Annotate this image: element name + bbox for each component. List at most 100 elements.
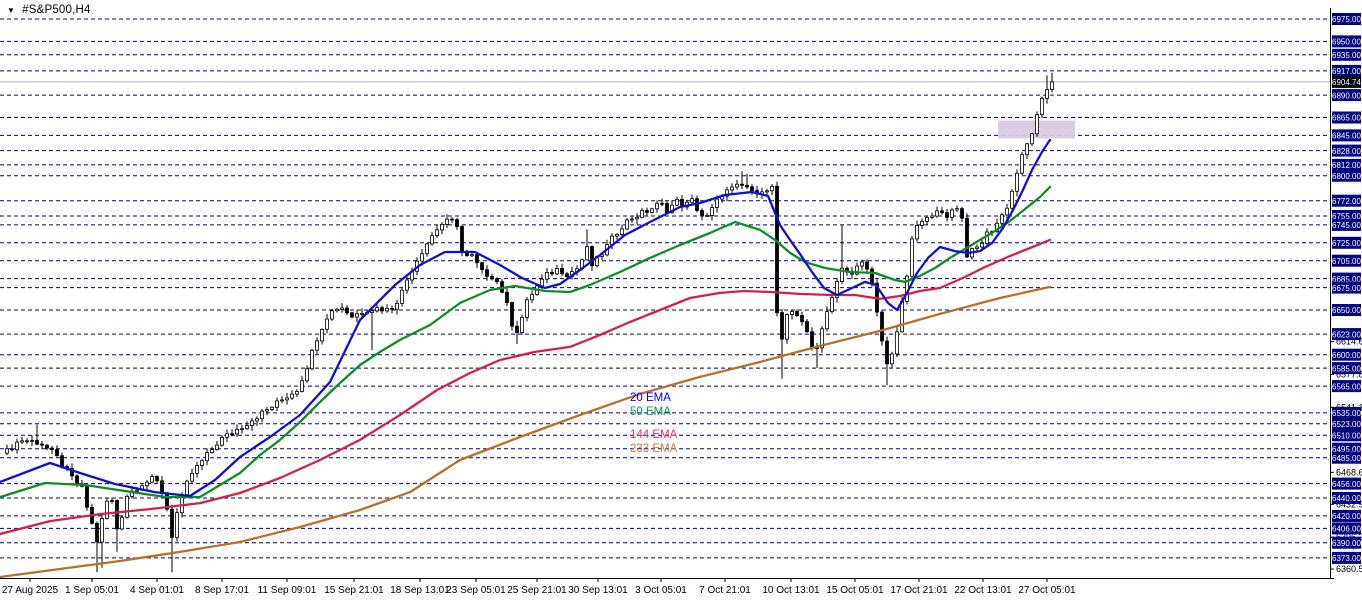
candle <box>675 198 679 206</box>
candle <box>1035 114 1039 135</box>
time-axis-label: 30 Sep 13:01 <box>568 585 628 596</box>
price-badge <box>1332 236 1361 249</box>
candle <box>430 235 434 245</box>
candle <box>750 186 754 191</box>
candle <box>690 198 694 203</box>
candle <box>455 219 459 228</box>
price-badge <box>1332 281 1361 294</box>
candle <box>460 226 464 252</box>
candle <box>910 238 914 277</box>
candle <box>710 207 714 216</box>
candle <box>50 447 54 451</box>
candle <box>965 217 969 258</box>
candle <box>895 331 899 355</box>
candle <box>55 449 59 457</box>
candle <box>230 433 234 436</box>
candle <box>225 433 229 438</box>
candle <box>865 261 869 270</box>
candle <box>1005 207 1009 216</box>
candle <box>425 243 429 255</box>
ema-50-line <box>0 185 1052 499</box>
candle <box>740 183 744 186</box>
candle <box>265 409 269 412</box>
candle <box>805 321 809 333</box>
candle <box>195 465 199 474</box>
candle <box>350 312 354 318</box>
candle <box>145 481 149 487</box>
candle <box>380 307 384 312</box>
time-axis-label: 27 Oct 05:01 <box>1018 585 1076 596</box>
time-axis-label: 4 Sep 01:01 <box>130 585 184 596</box>
price-badge <box>1332 328 1361 341</box>
time-axis-label: 23 Sep 05:01 <box>446 585 506 596</box>
candle <box>635 216 639 220</box>
candle <box>160 480 164 494</box>
candle <box>495 278 499 283</box>
price-badge-label: 6406.00 <box>1332 525 1361 534</box>
time-axis-label: 22 Oct 13:01 <box>954 585 1012 596</box>
candle <box>790 311 794 315</box>
time-axis-label: 18 Sep 13:01 <box>390 585 450 596</box>
time-axis-label: 15 Oct 05:01 <box>826 585 884 596</box>
candle <box>550 271 554 275</box>
ema-144-line <box>0 238 1052 536</box>
candle <box>15 441 19 451</box>
candle <box>10 448 14 451</box>
candle <box>880 311 884 342</box>
candle <box>520 316 524 333</box>
price-badge-label: 6755.00 <box>1332 212 1361 221</box>
candle <box>480 262 484 271</box>
candle <box>945 212 949 218</box>
time-axis-label: 25 Sep 21:01 <box>507 585 567 596</box>
price-badge <box>1332 362 1361 375</box>
candle <box>290 393 294 399</box>
candle <box>820 328 824 349</box>
candle <box>735 183 739 188</box>
candle <box>385 307 389 312</box>
candle <box>800 315 804 322</box>
candle <box>390 307 394 310</box>
price-badge-label: 6800.00 <box>1332 172 1361 181</box>
candle <box>975 246 979 249</box>
price-scale-label: 6614.62 <box>1336 337 1362 347</box>
price-badge-label: 6650.00 <box>1332 306 1361 315</box>
price-badge-label: 6772.00 <box>1332 197 1361 206</box>
price-badge <box>1332 348 1361 361</box>
candle <box>1000 214 1004 224</box>
candle <box>105 500 109 519</box>
candle <box>35 440 39 445</box>
ema-legend-item-50: 50 EMA <box>630 406 671 418</box>
ema-legend-item-144: 144 EMA <box>630 429 678 441</box>
candle <box>215 444 219 451</box>
candle <box>70 467 74 477</box>
candle <box>915 224 919 240</box>
ema-legend-item-20: 20 EMA <box>630 392 671 404</box>
candle <box>30 440 34 443</box>
candle <box>655 202 659 210</box>
price-scale-label: 6432.97 <box>1336 499 1362 509</box>
candle <box>665 203 669 214</box>
candle <box>490 275 494 280</box>
price-badge <box>1332 75 1361 88</box>
candle <box>355 313 359 318</box>
time-axis-label: 3 Oct 05:01 <box>635 585 687 596</box>
dropdown-triangle-icon[interactable]: ▼ <box>7 5 16 15</box>
price-badge <box>1332 429 1361 442</box>
candle <box>935 210 939 217</box>
candle <box>300 380 304 392</box>
candle <box>625 219 629 230</box>
price-badge-label: 6950.00 <box>1332 38 1361 47</box>
candle <box>95 523 99 543</box>
candle <box>620 228 624 235</box>
candle <box>345 307 349 314</box>
time-axis-label: 7 Oct 21:01 <box>699 585 751 596</box>
candle <box>210 449 214 454</box>
candle <box>260 410 264 420</box>
price-badge-label: 6510.00 <box>1332 432 1361 441</box>
candle <box>930 215 934 218</box>
candle <box>955 208 959 211</box>
candle <box>560 267 564 275</box>
candle <box>20 440 24 443</box>
level-lines-layer <box>0 18 1330 559</box>
